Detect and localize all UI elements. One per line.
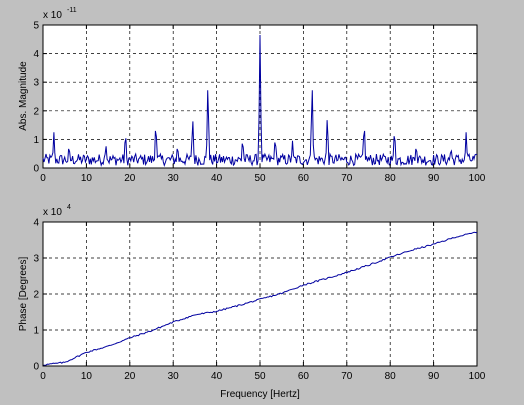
y-tick-label: 0 [33,362,39,373]
x-tick-label: 30 [168,173,180,184]
phase-y-ticks: 0 1 2 3 4 [33,218,477,373]
y-tick-label: 2 [33,106,39,117]
magnitude-plot: 0 10 20 30 40 50 60 70 80 90 100 0 1 2 3 4 5 Abs. Magni… [18,7,486,184]
x-tick-label: 40 [211,173,223,184]
phase-y-axis-label: Phase [Degrees] [18,257,29,332]
phase-x-axis-label: Frequency [Hertz] [220,389,300,400]
x-tick-label: 50 [254,173,266,184]
x-tick-label: 60 [298,371,310,382]
phase-x-ticks: 0 10 20 30 40 50 60 70 80 90 100 [40,222,486,382]
x-tick-label: 100 [469,173,486,184]
x-tick-label: 80 [385,371,397,382]
y-tick-label: 2 [33,290,39,301]
y-tick-label: 4 [33,49,39,60]
x-tick-label: 20 [124,173,136,184]
y-tick-label: 1 [33,326,39,337]
phase-plot: 0 10 20 30 40 50 60 70 80 90 100 0 1 2 3 4 Phase [Degr… [18,204,486,400]
x-tick-label: 80 [385,173,397,184]
phase-y-multiplier-exponent: 4 [67,204,71,211]
magnitude-y-axis-label: Abs. Magnitude [18,61,29,131]
y-tick-label: 4 [33,218,39,229]
magnitude-series-line [42,34,477,168]
x-tick-label: 40 [211,371,223,382]
x-tick-label: 10 [81,173,93,184]
phase-grid [43,222,477,366]
x-tick-label: 70 [341,371,353,382]
x-tick-label: 0 [40,371,46,382]
magnitude-y-ticks: 0 1 2 3 4 5 [33,21,477,175]
x-tick-label: 90 [428,173,440,184]
x-tick-label: 20 [124,371,136,382]
magnitude-x-ticks: 0 10 20 30 40 50 60 70 80 90 100 [40,25,486,184]
magnitude-y-multiplier-base: x 10 [43,10,62,21]
x-tick-label: 100 [469,371,486,382]
phase-series-line [42,231,478,366]
x-tick-label: 90 [428,371,440,382]
magnitude-y-multiplier-exponent: -11 [67,7,77,14]
x-tick-label: 70 [341,173,353,184]
x-tick-label: 10 [81,371,93,382]
x-tick-label: 30 [168,371,180,382]
y-tick-label: 0 [33,164,39,175]
y-tick-label: 5 [33,21,39,32]
x-tick-label: 0 [40,173,46,184]
phase-y-multiplier-base: x 10 [43,207,62,218]
y-tick-label: 3 [33,254,39,265]
y-tick-label: 3 [33,78,39,89]
y-tick-label: 1 [33,135,39,146]
x-tick-label: 50 [254,371,266,382]
x-tick-label: 60 [298,173,310,184]
